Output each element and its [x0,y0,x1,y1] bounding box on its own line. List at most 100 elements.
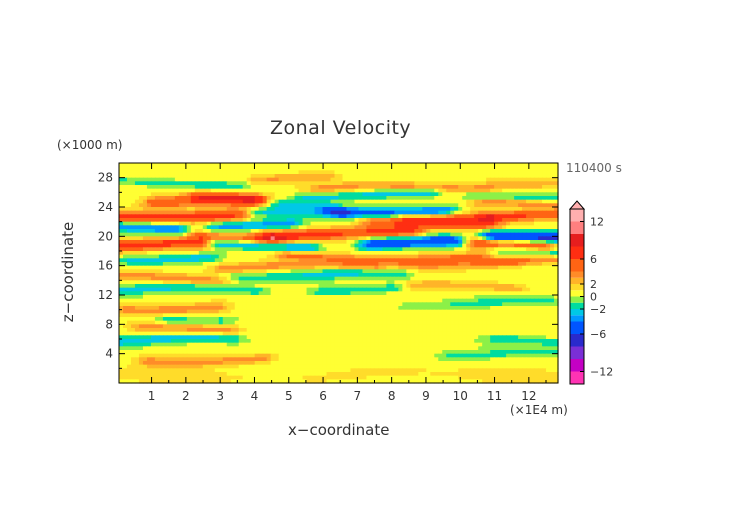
heatmap-cell [482,276,487,281]
heatmap-cell [450,203,455,208]
heatmap-cell [150,309,156,314]
heatmap-cell [290,177,296,182]
heatmap-cell [354,262,360,267]
heatmap-cell [246,199,252,204]
heatmap-cell [174,177,180,182]
heatmap-cell [474,214,479,219]
heatmap-cell [318,221,324,226]
heatmap-cell [442,181,447,186]
heatmap-cell [450,170,455,175]
heatmap-cell [202,284,208,289]
heatmap-cell [374,170,380,175]
heatmap-cell [126,218,132,223]
heatmap-cell [494,284,499,289]
heatmap-cell [414,309,419,314]
heatmap-cell [254,265,260,270]
heatmap-cell [246,210,252,215]
heatmap-cell [338,199,344,204]
heatmap-cell [486,174,491,179]
heatmap-cell [138,225,144,230]
heatmap-cell [534,177,539,182]
heatmap-cell [202,177,208,182]
heatmap-cell [434,247,439,252]
heatmap-cell [174,170,180,175]
heatmap-cell [246,163,252,168]
heatmap-cell [498,280,503,285]
heatmap-cell [386,254,391,259]
heatmap-cell [298,232,304,237]
heatmap-cell [250,309,256,314]
heatmap-cell [214,185,220,190]
heatmap-cell [158,177,164,182]
heatmap-cell [450,284,455,289]
heatmap-cell [278,324,284,329]
heatmap-cell [374,243,380,248]
heatmap-cell [322,247,328,252]
heatmap-cell [166,262,172,267]
heatmap-cell [242,317,248,322]
heatmap-cell [210,324,216,329]
heatmap-cell [554,207,559,212]
heatmap-cell [402,265,407,270]
heatmap-cell [362,210,368,215]
heatmap-cell [330,174,336,179]
heatmap-cell [142,236,148,241]
heatmap-cell [338,287,344,292]
heatmap-cell [286,243,292,248]
heatmap-cell [390,262,395,267]
heatmap-cell [370,207,376,212]
heatmap-cell [119,276,124,281]
heatmap-cell [522,218,527,223]
heatmap-cell [294,192,300,197]
heatmap-cell [242,320,248,325]
heatmap-cell [158,225,164,230]
heatmap-cell [446,214,451,219]
heatmap-cell [338,262,344,267]
heatmap-cell [546,240,551,245]
heatmap-cell [206,170,212,175]
heatmap-cell [490,265,495,270]
heatmap-cell [494,262,499,267]
heatmap-cell [486,298,491,303]
heatmap-cell [506,273,511,278]
heatmap-cell [466,236,471,241]
heatmap-cell [254,221,260,226]
heatmap-cell [182,328,188,333]
heatmap-cell [282,265,288,270]
heatmap-cell [290,170,296,175]
heatmap-cell [538,309,543,314]
heatmap-cell [358,273,364,278]
heatmap-cell [370,262,376,267]
heatmap-cell [398,262,403,267]
heatmap-cell [238,170,244,175]
heatmap-cell [390,207,395,212]
heatmap-cell [526,284,531,289]
heatmap-cell [286,265,292,270]
heatmap-cell [178,196,184,201]
heatmap-cell [202,306,208,311]
heatmap-cell [542,258,547,263]
heatmap-cell [522,291,527,296]
heatmap-cell [470,166,475,171]
heatmap-cell [434,251,439,256]
heatmap-cell [282,317,288,322]
heatmap-cell [174,163,180,168]
heatmap-cell [350,280,356,285]
heatmap-cell [294,170,300,175]
heatmap-cell [378,218,383,223]
heatmap-cell [246,291,252,296]
heatmap-cell [430,207,435,212]
heatmap-cell [278,240,284,245]
heatmap-cell [462,313,467,318]
heatmap-cell [314,203,320,208]
heatmap-cell [254,306,260,311]
heatmap-cell [334,210,340,215]
heatmap-cell [446,251,451,256]
heatmap-cell [430,265,435,270]
heatmap-cell [466,291,471,296]
heatmap-cell [138,287,144,292]
heatmap-cell [474,177,479,182]
heatmap-cell [154,225,160,230]
heatmap-cell [154,196,160,201]
heatmap-cell [366,232,372,237]
